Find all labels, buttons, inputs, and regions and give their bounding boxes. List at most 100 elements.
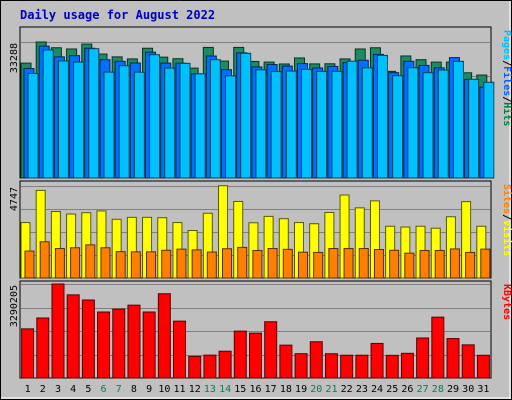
bar-pages-22 [346,60,358,179]
bar-sites-18 [282,248,293,279]
legend-item: KBytes [501,284,512,320]
x-tick-label-16: 16 [249,384,261,395]
panel-top-max-label: 33288 [9,43,20,73]
bar-pages-5 [88,48,100,179]
panel-bottom: 3290205 KBytes [9,280,512,379]
bar-pages-18 [285,70,297,179]
bar-sites-22 [343,248,354,279]
bar-pages-31 [483,81,495,179]
x-tick-label-8: 8 [131,384,137,395]
bar-kbytes-13 [203,354,217,379]
bar-pages-12 [194,73,206,179]
panel-middle-legend: Sites/Visits [501,184,512,256]
x-axis-labels: 1 2 3 4 5 6 7 8 9 10 11 12 13 14 15 16 17 18 19 20 21 22 23 24 2… [25,384,490,395]
bar-sites-10 [161,249,172,279]
bar-kbytes-1 [21,328,35,379]
legend-item: Hits [501,102,512,126]
bar-pages-25 [392,75,404,179]
bar-kbytes-17 [264,321,278,379]
legend-item: / [501,60,512,66]
bar-pages-14 [225,75,237,179]
bar-pages-26 [407,67,419,179]
bar-sites-31 [480,248,491,279]
bar-kbytes-6 [97,311,111,379]
bar-kbytes-19 [294,353,308,379]
bar-kbytes-12 [188,355,202,379]
bar-kbytes-20 [309,341,323,379]
bar-kbytes-29 [446,338,460,379]
bar-pages-6 [103,71,115,179]
bar-kbytes-24 [370,342,384,379]
bar-kbytes-8 [127,304,141,379]
bar-kbytes-27 [416,337,430,379]
bar-sites-27 [419,249,430,279]
chart-title: Daily usage for August 2022 [20,8,215,22]
x-tick-label-11: 11 [174,384,186,395]
panel-middle-max-label: 4747 [9,187,20,211]
bar-pages-23 [361,67,373,179]
x-tick-label-29: 29 [447,384,459,395]
bar-sites-21 [328,248,339,279]
bar-pages-20 [316,70,328,179]
x-tick-label-14: 14 [219,384,231,395]
bar-pages-1 [27,72,39,179]
x-tick-label-27: 27 [417,384,429,395]
bar-pages-30 [468,78,480,179]
bar-pages-8 [133,71,145,179]
legend-item: / [501,96,512,102]
x-tick-label-10: 10 [158,384,170,395]
bar-pages-7 [118,65,130,179]
bar-sites-2 [39,241,50,279]
bar-sites-14 [222,248,233,279]
bar-kbytes-7 [112,308,126,379]
bar-pages-9 [149,54,161,179]
x-tick-label-24: 24 [371,384,383,395]
x-tick-label-19: 19 [295,384,307,395]
bar-kbytes-31 [476,354,490,379]
bar-kbytes-23 [355,354,369,379]
x-tick-label-22: 22 [341,384,353,395]
bar-sites-29 [449,248,460,279]
x-tick-label-26: 26 [401,384,413,395]
bar-sites-26 [404,252,415,279]
bar-kbytes-28 [431,316,445,379]
x-tick-label-18: 18 [280,384,292,395]
chart-panels: 33288 Pages/Files/Hits 4747 Sites/Visits 329… [9,26,512,379]
panel-bottom-max-label: 3290205 [9,285,20,327]
bar-sites-28 [434,249,445,279]
bar-kbytes-10 [157,293,171,379]
bar-kbytes-21 [324,353,338,379]
x-tick-label-9: 9 [146,384,152,395]
x-tick-label-6: 6 [101,384,107,395]
x-tick-label-20: 20 [310,384,322,395]
panel-top-legend: Pages/Files/Hits [501,30,512,126]
bar-pages-17 [270,71,282,179]
bar-pages-2 [42,49,54,179]
bar-sites-9 [146,251,157,279]
bar-kbytes-3 [51,283,65,379]
bar-kbytes-16 [249,332,262,379]
bar-sites-30 [465,251,476,279]
x-tick-label-31: 31 [477,384,489,395]
bar-sites-12 [191,249,202,279]
bar-sites-3 [54,248,65,279]
x-tick-label-15: 15 [234,384,246,395]
bar-sites-20 [313,251,324,279]
bar-pages-21 [331,70,343,179]
bar-pages-29 [452,60,464,179]
bar-sites-25 [389,249,400,279]
bar-sites-8 [130,251,141,279]
bar-sites-13 [206,251,217,279]
x-tick-label-28: 28 [432,384,444,395]
bar-sites-7 [115,251,126,279]
x-tick-label-17: 17 [265,384,277,395]
x-tick-label-1: 1 [25,384,31,395]
bar-kbytes-30 [461,344,475,379]
bar-kbytes-18 [279,344,293,379]
x-tick-label-12: 12 [189,384,201,395]
x-tick-label-7: 7 [116,384,122,395]
x-tick-label-21: 21 [325,384,337,395]
bar-pages-19 [300,68,312,179]
bar-kbytes-2 [36,317,50,379]
